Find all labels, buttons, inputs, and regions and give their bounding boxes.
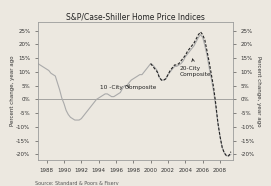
Y-axis label: Percent change, year ago: Percent change, year ago	[256, 56, 261, 126]
Text: 20-City
Composite: 20-City Composite	[179, 59, 211, 77]
Text: Source: Standard & Poors & Fiserv: Source: Standard & Poors & Fiserv	[35, 181, 119, 186]
Text: 10 -City Composite: 10 -City Composite	[100, 84, 157, 89]
Title: S&P/Case-Shiller Home Price Indices: S&P/Case-Shiller Home Price Indices	[66, 12, 205, 22]
Y-axis label: Percent change, year ago: Percent change, year ago	[10, 56, 15, 126]
